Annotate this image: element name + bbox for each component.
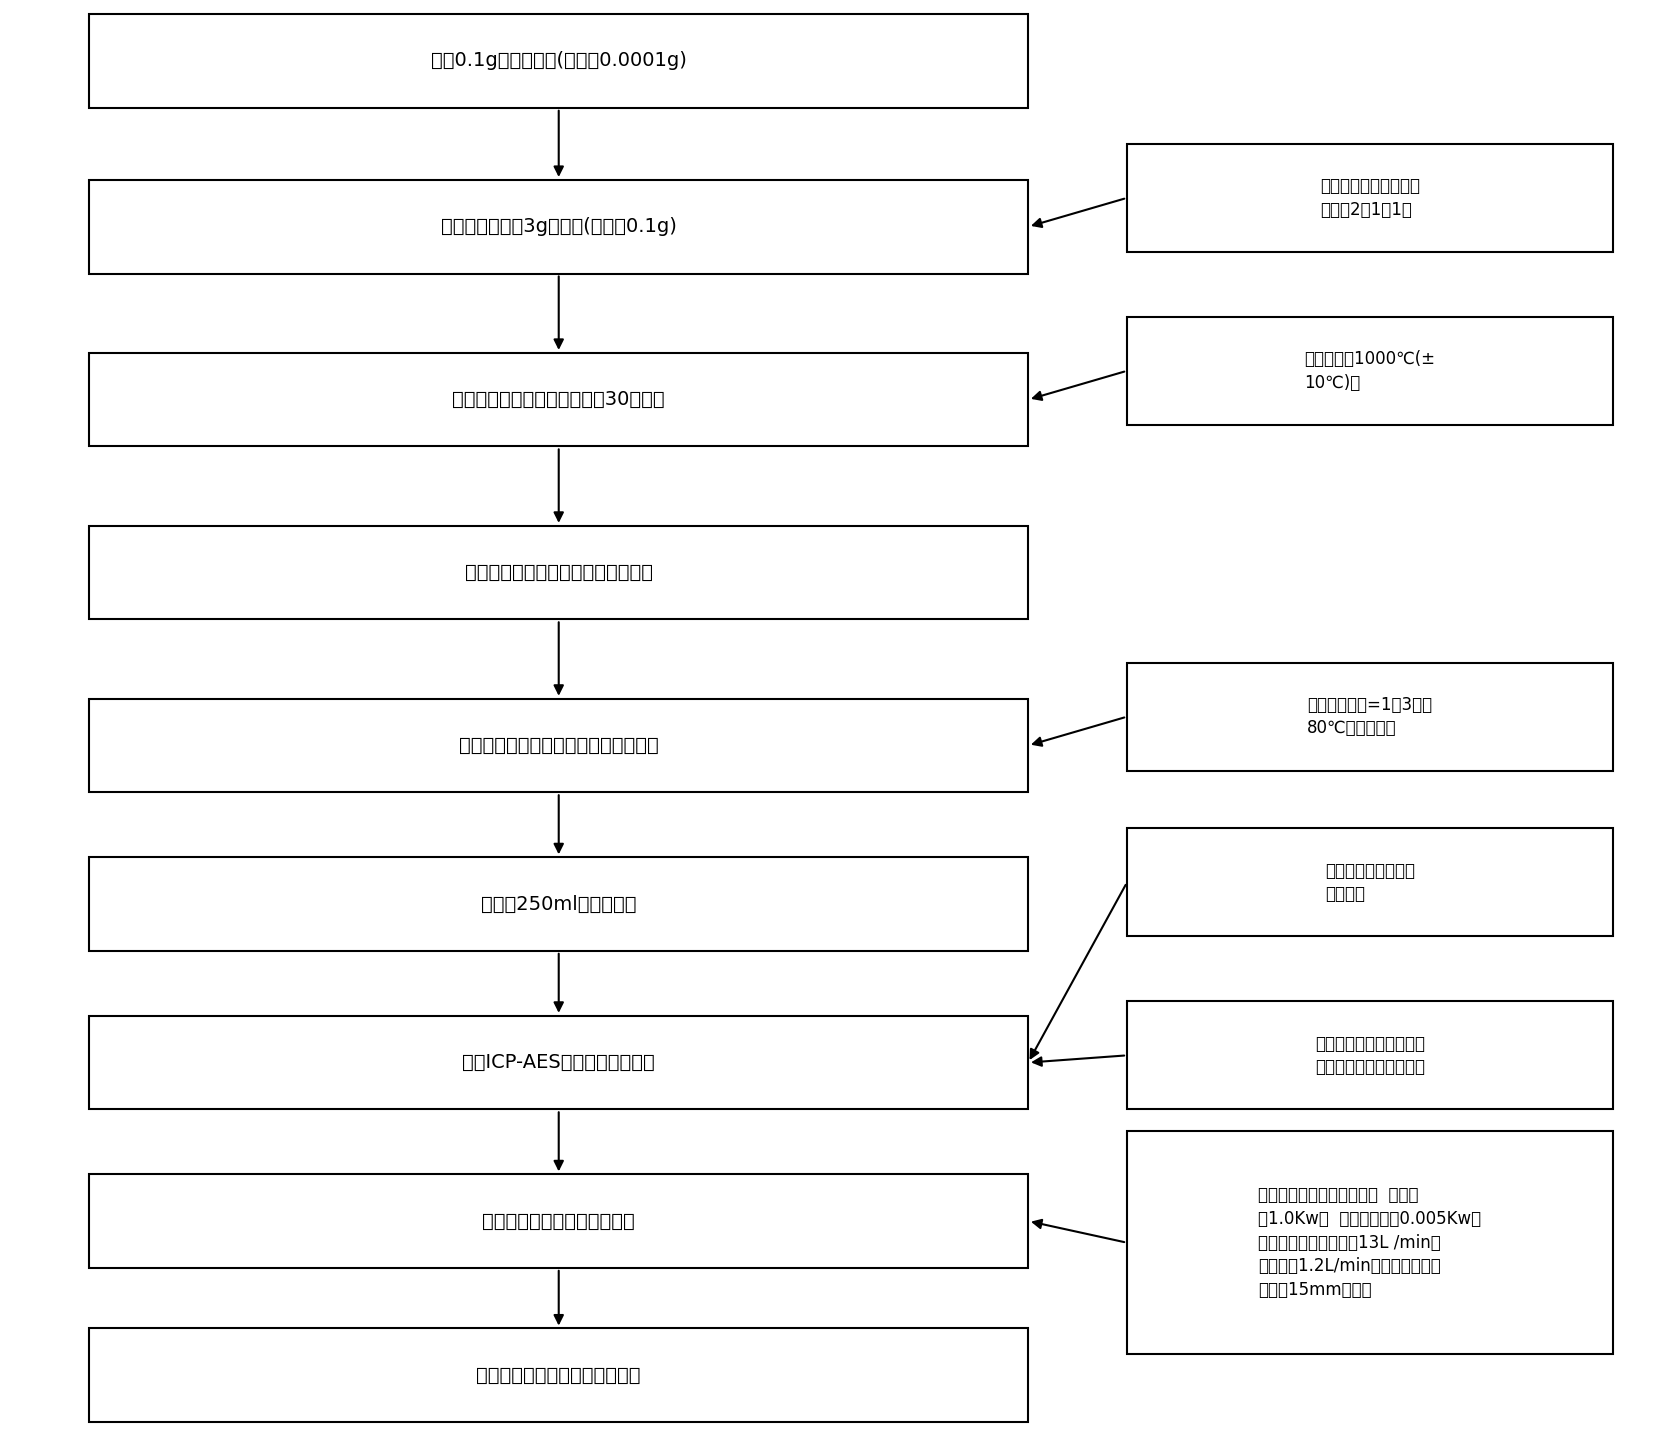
- FancyBboxPatch shape: [90, 180, 1028, 274]
- Text: 四硼酸钠、碳酸钾、碳
酸钠（2：1；1）: 四硼酸钠、碳酸钾、碳 酸钠（2：1；1）: [1320, 178, 1420, 218]
- FancyBboxPatch shape: [90, 1016, 1028, 1109]
- Text: 称取0.1g样品到坩埚(准确到0.0001g): 称取0.1g样品到坩埚(准确到0.0001g): [430, 51, 686, 70]
- FancyBboxPatch shape: [1126, 1001, 1613, 1109]
- FancyBboxPatch shape: [90, 352, 1028, 447]
- Text: （硝酸：纯水=1：3），
80℃低温电炉。: （硝酸：纯水=1：3）， 80℃低温电炉。: [1307, 695, 1432, 738]
- FancyBboxPatch shape: [90, 1328, 1028, 1422]
- FancyBboxPatch shape: [90, 698, 1028, 793]
- Text: 开启ICP-AES，进入工作程序。: 开启ICP-AES，进入工作程序。: [462, 1053, 654, 1072]
- Text: 用铂坩埚钳钳出，自然冷却到室温。: 用铂坩埚钳钳出，自然冷却到室温。: [465, 563, 653, 582]
- FancyBboxPatch shape: [90, 857, 1028, 952]
- Text: 转移到250ml容量瓶中。: 转移到250ml容量瓶中。: [482, 895, 636, 914]
- Text: 同时开启抽风、循环水、
空调和氩气。工作程序，: 同时开启抽风、循环水、 空调和氩气。工作程序，: [1316, 1035, 1425, 1077]
- Text: 铂坩埚中入硝酸溶液，缓慢加热溶解。: 铂坩埚中入硝酸溶液，缓慢加热溶解。: [458, 736, 659, 755]
- Text: 称取混合助熔剂3g到坩埚(准确到0.1g): 称取混合助熔剂3g到坩埚(准确到0.1g): [440, 217, 676, 236]
- FancyBboxPatch shape: [1126, 828, 1613, 937]
- FancyBboxPatch shape: [90, 15, 1028, 108]
- Text: 测定条件：等离子体光源：  入射功
率1.0Kw，  反射功率小于0.005Kw。
氩气流量：冷却气流量13L /min，
载气流量1.2L/min。观测高度：: 测定条件：等离子体光源： 入射功 率1.0Kw， 反射功率小于0.005Kw。 …: [1259, 1186, 1482, 1299]
- Text: 建立工作曲线，进行样品测试。: 建立工作曲线，进行样品测试。: [477, 1366, 641, 1385]
- Text: 设定工作参数，开启离子炬。: 设定工作参数，开启离子炬。: [482, 1212, 635, 1231]
- Text: 设定温度为1000℃(±
10℃)。: 设定温度为1000℃(± 10℃)。: [1304, 351, 1435, 391]
- Text: 铂坩埚放于高温马弗炉中熔融30分钟。: 铂坩埚放于高温马弗炉中熔融30分钟。: [452, 390, 664, 409]
- Text: 配制好各元素系列标
准溶液。: 配制好各元素系列标 准溶液。: [1325, 861, 1415, 904]
- FancyBboxPatch shape: [1126, 144, 1613, 252]
- FancyBboxPatch shape: [1126, 317, 1613, 425]
- FancyBboxPatch shape: [90, 1174, 1028, 1267]
- FancyBboxPatch shape: [90, 525, 1028, 620]
- FancyBboxPatch shape: [1126, 1131, 1613, 1355]
- FancyBboxPatch shape: [1126, 662, 1613, 771]
